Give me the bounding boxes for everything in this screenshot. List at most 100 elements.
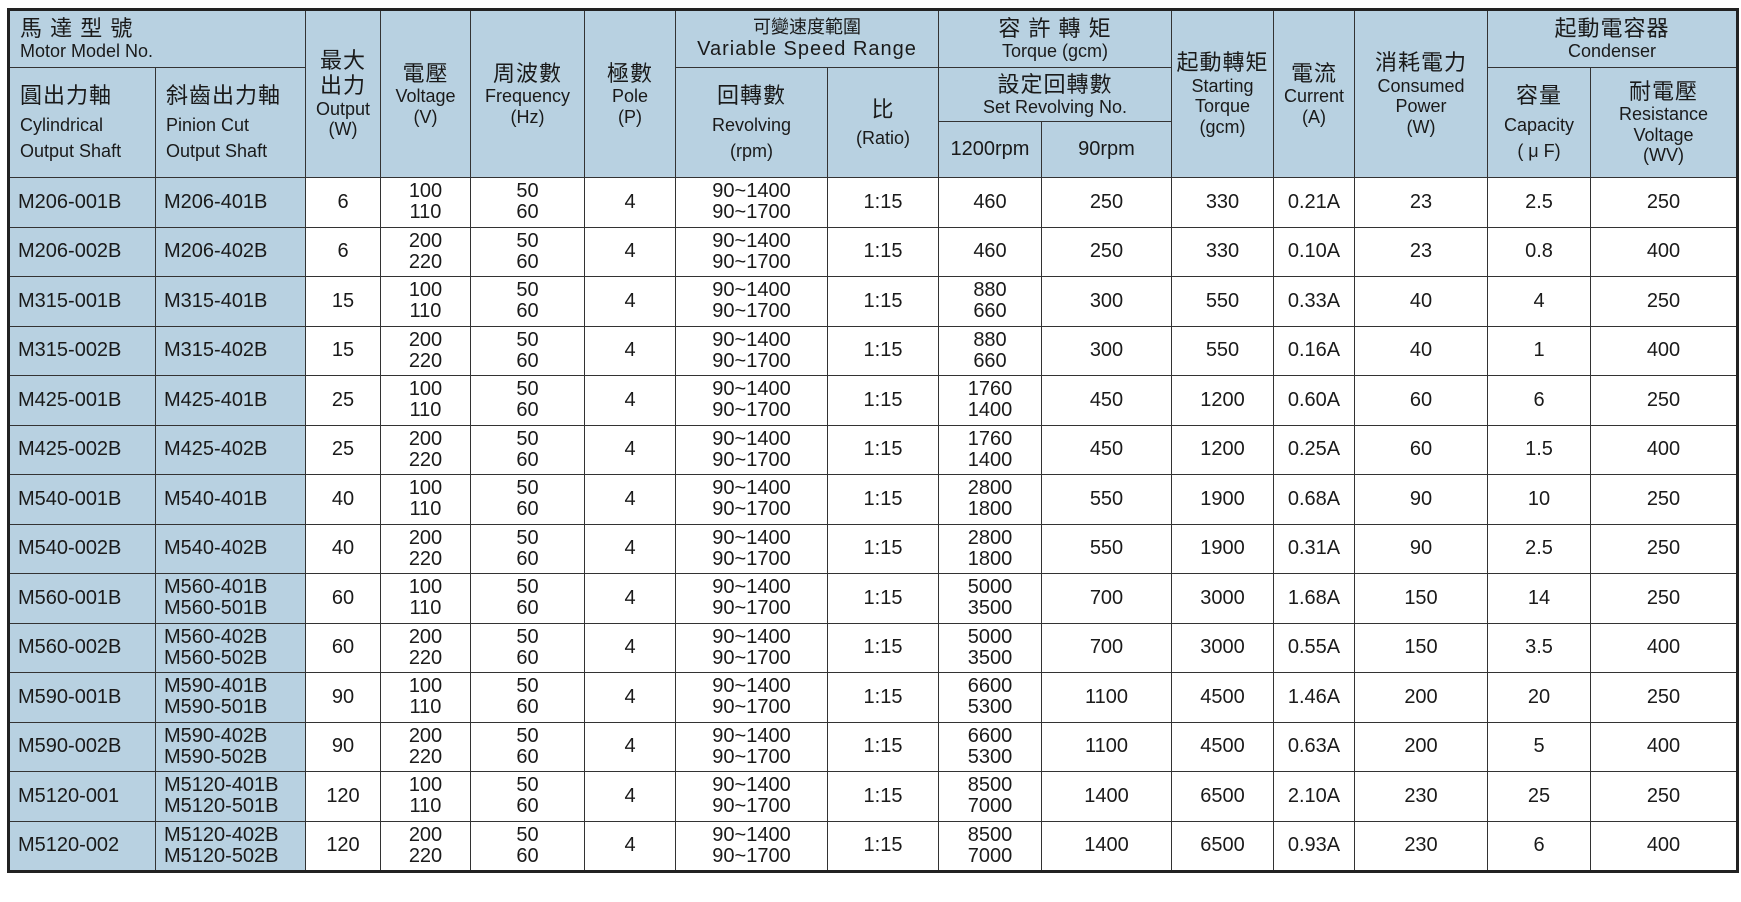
cell-ratio: 1:15 [827,375,939,426]
cell-pinion-model-line: M560-402B [164,625,268,648]
cell-cylindrical-model: M540-002B [8,523,156,574]
cell-torque-1200rpm: 5000 3500 [938,573,1042,624]
cell-resistance-voltage: 400 [1589,721,1739,772]
cell-capacity: 2.5 [1487,177,1591,228]
cell-torque-90rpm: 700 [1041,573,1172,624]
header-voltage: 電壓 Voltage (V) [380,9,471,178]
cell-resistance-voltage: 250 [1589,771,1739,822]
cell-current: 0.16A [1273,325,1355,376]
cell-torque-1200rpm-line: 7000 [967,844,1013,867]
cell-cylindrical-model: M315-002B [8,325,156,376]
cell-torque-1200rpm-line: 8500 [967,774,1013,797]
cell-revolving-line: 90~1400 [712,279,791,302]
cell-cylindrical-model: M5120-002 [8,820,156,872]
cell-pinion-model: M560-401B M560-501B [155,573,306,624]
cell-torque-1200rpm: 1760 1400 [938,375,1042,426]
cell-frequency: 50 60 [470,276,585,327]
cell-frequency-line: 60 [516,795,539,818]
cell-resistance-voltage: 250 [1589,573,1739,624]
cell-voltage: 100 110 [380,474,471,525]
cell-torque-90rpm: 250 [1041,177,1172,228]
cell-ratio: 1:15 [827,672,939,723]
cell-frequency-line: 50 [516,526,539,549]
cell-torque-90rpm: 300 [1041,276,1172,327]
cell-frequency-line: 50 [516,279,539,302]
cell-pinion-model-line: M425-401B [164,388,268,411]
cell-cylindrical-model: M5120-001 [8,771,156,822]
cell-voltage-line: 100 [408,576,443,599]
cell-torque-1200rpm: 880 660 [938,325,1042,376]
cell-torque-90rpm: 550 [1041,474,1172,525]
cell-frequency-line: 50 [516,477,539,500]
cell-pinion-model-line: M560-501B [164,597,268,620]
header-cylindrical-shaft: 圓出力軸 Cylindrical Output Shaft [8,67,156,178]
cell-frequency-line: 50 [516,378,539,401]
cell-revolving: 90~1400 90~1700 [675,672,828,723]
cell-torque-90rpm: 450 [1041,424,1172,475]
cell-starting-torque: 6500 [1171,771,1274,822]
cell-frequency-line: 60 [516,498,539,521]
cell-torque-90rpm: 450 [1041,375,1172,426]
cell-pinion-model-line: M590-501B [164,696,268,719]
cell-current: 0.60A [1273,375,1355,426]
header-output: 最大 出力 Output (W) [305,9,381,178]
cell-resistance-voltage: 400 [1589,424,1739,475]
cell-capacity: 20 [1487,672,1591,723]
cell-frequency-line: 50 [516,625,539,648]
cell-frequency: 50 60 [470,771,585,822]
cell-revolving: 90~1400 90~1700 [675,573,828,624]
cell-capacity: 3.5 [1487,622,1591,673]
header-resistance-voltage: 耐電壓 Resistance Voltage (WV) [1589,67,1739,178]
cell-revolving: 90~1400 90~1700 [675,325,828,376]
cell-resistance-voltage: 400 [1589,226,1739,277]
cell-consumed-power: 200 [1354,672,1488,723]
cell-revolving: 90~1400 90~1700 [675,424,828,475]
cell-torque-1200rpm: 1760 1400 [938,424,1042,475]
cell-revolving-line: 90~1700 [712,795,791,818]
cell-frequency-line: 50 [516,774,539,797]
cell-cylindrical-model: M540-001B [8,474,156,525]
cell-capacity: 14 [1487,573,1591,624]
cell-output: 90 [305,721,381,772]
cell-current: 0.25A [1273,424,1355,475]
cell-cylindrical-model: M425-002B [8,424,156,475]
cell-pinion-model: M425-402B [155,424,306,475]
cell-voltage-line: 220 [408,349,443,372]
cell-torque-1200rpm: 2800 1800 [938,474,1042,525]
cell-output: 15 [305,276,381,327]
table-row: M590-001B M590-401B M590-501B 90 100 110 50 60 4… [8,672,1739,723]
cell-pinion-model-line: M425-402B [164,438,268,461]
cell-ratio: 1:15 [827,226,939,277]
cell-torque-1200rpm-line: 5000 [967,625,1013,648]
cell-revolving: 90~1400 90~1700 [675,226,828,277]
cell-revolving-line: 90~1400 [712,625,791,648]
cell-output: 6 [305,177,381,228]
cell-revolving-line: 90~1700 [712,349,791,372]
cell-voltage: 200 220 [380,622,471,673]
header-ratio: 比 (Ratio) [827,67,939,178]
cell-revolving-line: 90~1400 [712,427,791,450]
cell-consumed-power: 90 [1354,474,1488,525]
cell-voltage: 200 220 [380,424,471,475]
cell-revolving-line: 90~1400 [712,823,791,846]
cell-resistance-voltage: 250 [1589,672,1739,723]
cell-starting-torque: 330 [1171,177,1274,228]
cell-frequency-line: 60 [516,349,539,372]
cell-output: 25 [305,375,381,426]
cell-torque-90rpm: 1100 [1041,672,1172,723]
cell-consumed-power: 40 [1354,325,1488,376]
cell-frequency-line: 60 [516,547,539,570]
cell-pinion-model: M315-402B [155,325,306,376]
cell-voltage: 200 220 [380,325,471,376]
cell-pole: 4 [584,375,676,426]
cell-revolving-line: 90~1700 [712,745,791,768]
cell-frequency: 50 60 [470,474,585,525]
cell-ratio: 1:15 [827,820,939,872]
cell-pole: 4 [584,573,676,624]
cell-torque-90rpm: 300 [1041,325,1172,376]
cell-pinion-model-line: M540-401B [164,487,268,510]
cell-voltage-line: 200 [408,526,443,549]
cell-consumed-power: 90 [1354,523,1488,574]
cell-frequency: 50 60 [470,177,585,228]
cell-frequency-line: 60 [516,201,539,224]
